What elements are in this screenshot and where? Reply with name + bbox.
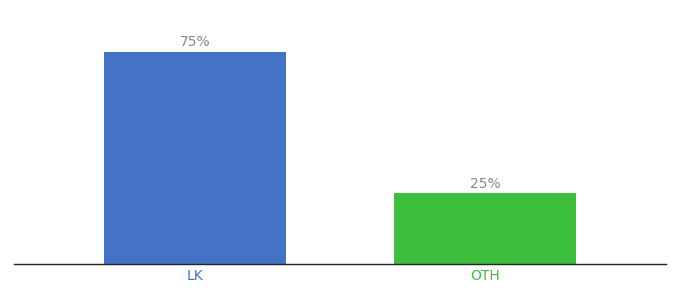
Bar — [394, 194, 576, 264]
Bar — [104, 52, 286, 264]
Text: 75%: 75% — [180, 35, 210, 50]
Text: 25%: 25% — [470, 177, 500, 190]
